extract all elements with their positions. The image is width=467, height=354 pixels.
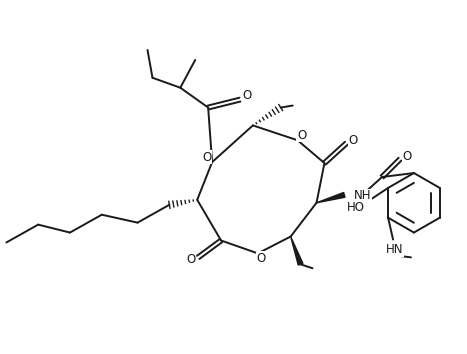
- Text: O: O: [403, 150, 411, 163]
- Text: O: O: [256, 252, 265, 265]
- Text: HO: HO: [347, 201, 365, 214]
- Polygon shape: [317, 193, 345, 203]
- Text: O: O: [187, 253, 196, 266]
- Text: NH: NH: [354, 189, 372, 202]
- Text: HN: HN: [386, 243, 404, 256]
- Text: O: O: [203, 151, 212, 164]
- Text: O: O: [242, 89, 252, 102]
- Text: O: O: [297, 129, 306, 142]
- Text: O: O: [349, 134, 358, 147]
- Polygon shape: [290, 236, 303, 265]
